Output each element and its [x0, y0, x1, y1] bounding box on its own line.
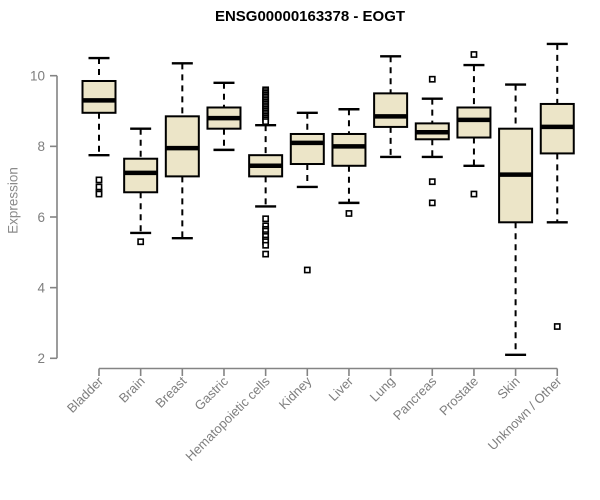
box-liver	[331, 108, 367, 217]
y-axis: 2 4 6 8 10	[30, 69, 58, 366]
outlier-point	[470, 190, 478, 198]
y-tick-label: 6	[37, 210, 45, 225]
outlier-point	[262, 118, 270, 126]
outlier-point	[95, 176, 103, 184]
box-pancreas	[414, 75, 450, 207]
x-tick-label-breast: Breast	[152, 373, 189, 410]
iqr-box	[81, 79, 117, 114]
box-hematopoietic-cells	[248, 86, 284, 258]
box-unknown-other	[539, 42, 575, 330]
box-skin	[498, 83, 534, 356]
iqr-box	[123, 157, 159, 194]
x-tick-label-pancreas: Pancreas	[390, 373, 440, 423]
x-tick-label-bladder: Bladder	[64, 373, 107, 416]
outlier-point	[345, 210, 353, 217]
outlier-point	[428, 75, 436, 83]
outlier-point	[428, 178, 436, 186]
outlier-point	[303, 266, 311, 274]
iqr-box	[289, 132, 325, 166]
box-brain	[123, 127, 159, 246]
outlier-point	[553, 323, 561, 330]
iqr-box	[331, 132, 367, 167]
chart-title: ENSG00000163378 - EOGT	[214, 8, 406, 25]
box-breast	[164, 62, 200, 240]
outlier-point	[137, 238, 145, 246]
box-kidney	[289, 111, 325, 274]
x-tick-label-gastric: Gastric	[191, 373, 231, 413]
x-tick-label-liver: Liver	[326, 373, 357, 404]
outlier-point	[262, 215, 270, 223]
box-lung	[373, 55, 409, 159]
box-bladder	[81, 56, 117, 198]
outlier-point	[95, 190, 103, 198]
outlier-point	[95, 183, 103, 191]
x-tick-label-lung: Lung	[367, 374, 398, 405]
y-axis-title: Expression	[5, 167, 21, 234]
box-prostate	[456, 51, 492, 198]
box-gastric	[206, 81, 242, 152]
y-tick-label: 8	[37, 139, 45, 154]
x-tick-label-brain: Brain	[116, 374, 148, 406]
x-tick-label-kidney: Kidney	[276, 373, 315, 412]
y-tick-label: 4	[37, 280, 45, 295]
x-tick-label-prostate: Prostate	[436, 374, 481, 419]
y-tick-label: 2	[37, 351, 45, 366]
y-tick-label: 10	[30, 69, 45, 84]
outlier-point	[470, 51, 478, 58]
x-tick-label-unknown-other: Unknown / Other	[485, 373, 565, 453]
iqr-box	[373, 92, 409, 128]
outlier-point	[262, 241, 270, 249]
outlier-point	[428, 199, 436, 207]
x-tick-label-skin: Skin	[494, 374, 522, 402]
iqr-box	[456, 106, 492, 139]
outlier-point	[262, 250, 270, 258]
